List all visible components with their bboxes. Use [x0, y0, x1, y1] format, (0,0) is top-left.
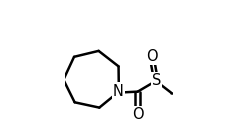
Text: O: O — [131, 107, 143, 122]
Text: S: S — [151, 73, 161, 88]
Text: N: N — [112, 84, 123, 99]
Text: O: O — [145, 49, 157, 64]
